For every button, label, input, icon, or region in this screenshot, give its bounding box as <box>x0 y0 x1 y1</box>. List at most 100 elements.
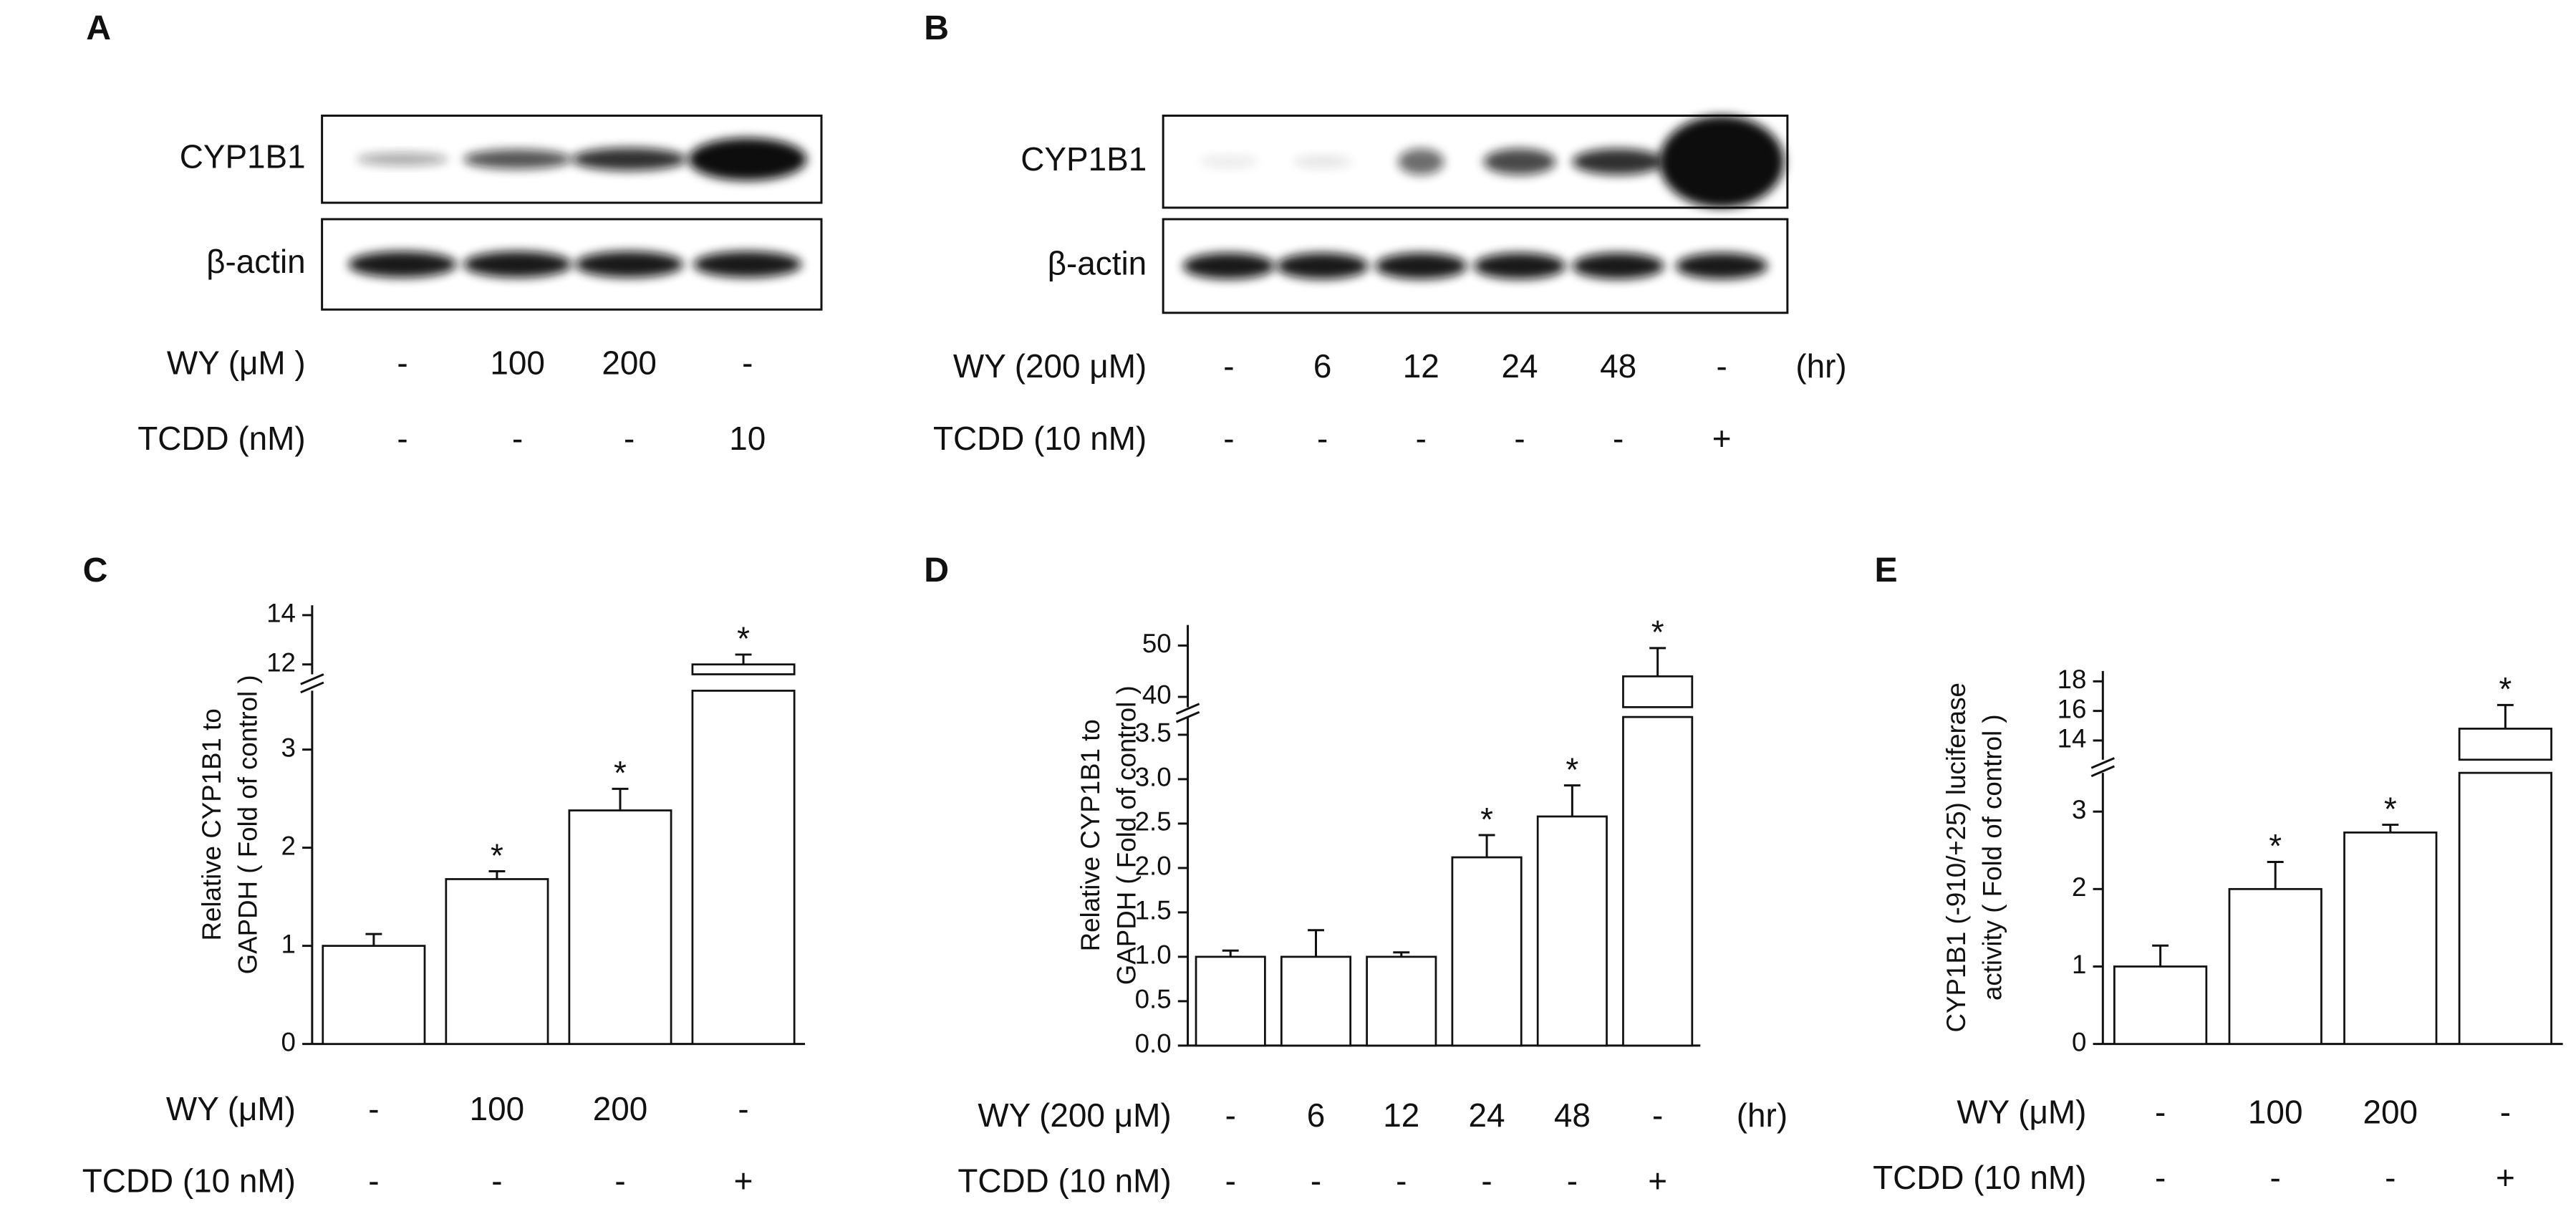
condition-value: 24 <box>1469 1097 1505 1134</box>
condition-value: - <box>1223 420 1234 457</box>
condition-value: 100 <box>490 344 545 381</box>
y-tick-label: 0 <box>281 1027 296 1056</box>
y-axis-label: activity ( Fold of control ) <box>1978 714 2007 1001</box>
bar <box>1451 856 1523 1047</box>
condition-value: - <box>2270 1159 2281 1196</box>
significance-mark: * <box>2499 670 2512 708</box>
y-tick-label: 2.5 <box>1135 807 1172 837</box>
bar <box>445 878 549 1045</box>
blot-row-label: β-actin <box>1048 245 1147 282</box>
condition-unit: (hr) <box>1737 1097 1788 1134</box>
condition-label: WY (200 μM) <box>953 347 1147 385</box>
y-tick-label: 2 <box>281 831 296 860</box>
y-tick-label: 0.5 <box>1135 985 1172 1014</box>
condition-value: - <box>624 420 635 457</box>
blot-band <box>1398 148 1444 175</box>
condition-label: TCDD (10 nM) <box>933 420 1147 457</box>
condition-value: - <box>1567 1162 1578 1200</box>
blot-band <box>1276 253 1369 279</box>
condition-value: 48 <box>1554 1097 1591 1134</box>
condition-label: TCDD (10 nM) <box>1873 1159 2086 1196</box>
condition-value: - <box>1317 420 1328 457</box>
condition-value: - <box>2155 1093 2166 1130</box>
blot-band <box>1293 155 1352 168</box>
y-tick-label: 16 <box>2058 694 2087 723</box>
significance-mark: * <box>614 754 627 791</box>
condition-value: 100 <box>470 1090 525 1127</box>
y-axis-label: GAPDH ( Fold of control ) <box>1112 685 1142 985</box>
blot-row-label: CYP1B1 <box>1021 140 1147 178</box>
y-tick-label: 0 <box>2072 1027 2086 1056</box>
condition-value: - <box>2385 1159 2396 1196</box>
bar <box>2228 887 2322 1045</box>
y-tick-label: 2 <box>2072 872 2086 902</box>
condition-value: + <box>1712 420 1732 457</box>
y-tick-label: 50 <box>1142 629 1172 658</box>
significance-mark: * <box>2269 827 2282 864</box>
blot-band <box>1483 148 1556 175</box>
bar <box>568 809 672 1045</box>
condition-value: + <box>734 1162 753 1200</box>
condition-value: - <box>1481 1162 1492 1200</box>
condition-value: - <box>1225 1097 1236 1134</box>
panel-label: A <box>86 9 111 47</box>
bar-upper <box>691 663 796 675</box>
significance-mark: * <box>1480 801 1493 838</box>
bar <box>2343 832 2438 1045</box>
condition-value: - <box>491 1162 502 1200</box>
condition-value: + <box>1648 1162 1667 1200</box>
condition-value: - <box>742 344 753 381</box>
significance-mark: * <box>1651 614 1664 651</box>
bar-upper <box>1622 675 1694 708</box>
bar <box>691 690 796 1045</box>
y-tick-label: 14 <box>266 599 296 628</box>
y-tick-label: 1 <box>281 929 296 958</box>
y-tick-label: 0.0 <box>1135 1029 1172 1059</box>
condition-value: - <box>1514 420 1525 457</box>
significance-mark: * <box>491 837 503 874</box>
blot-band <box>688 138 807 181</box>
condition-label: WY (μM ) <box>167 344 306 381</box>
y-tick-label: 14 <box>2058 724 2087 753</box>
condition-label: WY (200 μM) <box>978 1097 1171 1134</box>
condition-value: 24 <box>1501 347 1538 385</box>
blot-band <box>1182 253 1275 279</box>
panel-label: C <box>83 551 108 589</box>
condition-value: - <box>1416 420 1427 457</box>
condition-value: - <box>512 420 523 457</box>
significance-mark: * <box>737 620 750 657</box>
y-tick-label: 3 <box>281 733 296 762</box>
axis-break <box>1175 703 1200 715</box>
axis-break <box>2090 765 2115 778</box>
blot-band <box>1572 148 1664 175</box>
condition-value: - <box>1223 347 1234 385</box>
condition-value: - <box>614 1162 625 1200</box>
y-tick-label: 3.5 <box>1135 718 1172 748</box>
bar <box>1622 715 1694 1047</box>
y-axis-label: Relative CYP1B1 to <box>197 708 226 940</box>
condition-label: TCDD (10 nM) <box>957 1162 1171 1200</box>
bar <box>2458 771 2552 1045</box>
condition-value: - <box>1716 347 1727 385</box>
condition-value: 100 <box>2248 1093 2303 1130</box>
significance-mark: * <box>1566 751 1578 788</box>
blot-row-label: CYP1B1 <box>180 138 306 175</box>
condition-value: 12 <box>1383 1097 1419 1134</box>
condition-label: TCDD (nM) <box>138 420 305 457</box>
blot-band <box>1572 253 1664 279</box>
bar <box>1536 815 1608 1047</box>
axis-break <box>300 681 324 694</box>
condition-value: - <box>1652 1097 1663 1134</box>
blot-band <box>1659 115 1785 208</box>
condition-value: 200 <box>602 344 657 381</box>
condition-value: - <box>368 1162 379 1200</box>
condition-label: TCDD (10 nM) <box>82 1162 296 1200</box>
condition-label: WY (μM) <box>166 1090 296 1127</box>
panel-label: D <box>924 551 949 589</box>
blot-band <box>463 251 572 278</box>
blot-band <box>571 148 687 171</box>
condition-value: - <box>368 1090 379 1127</box>
y-tick-label: 1.5 <box>1135 896 1172 925</box>
axis-break <box>300 673 324 685</box>
